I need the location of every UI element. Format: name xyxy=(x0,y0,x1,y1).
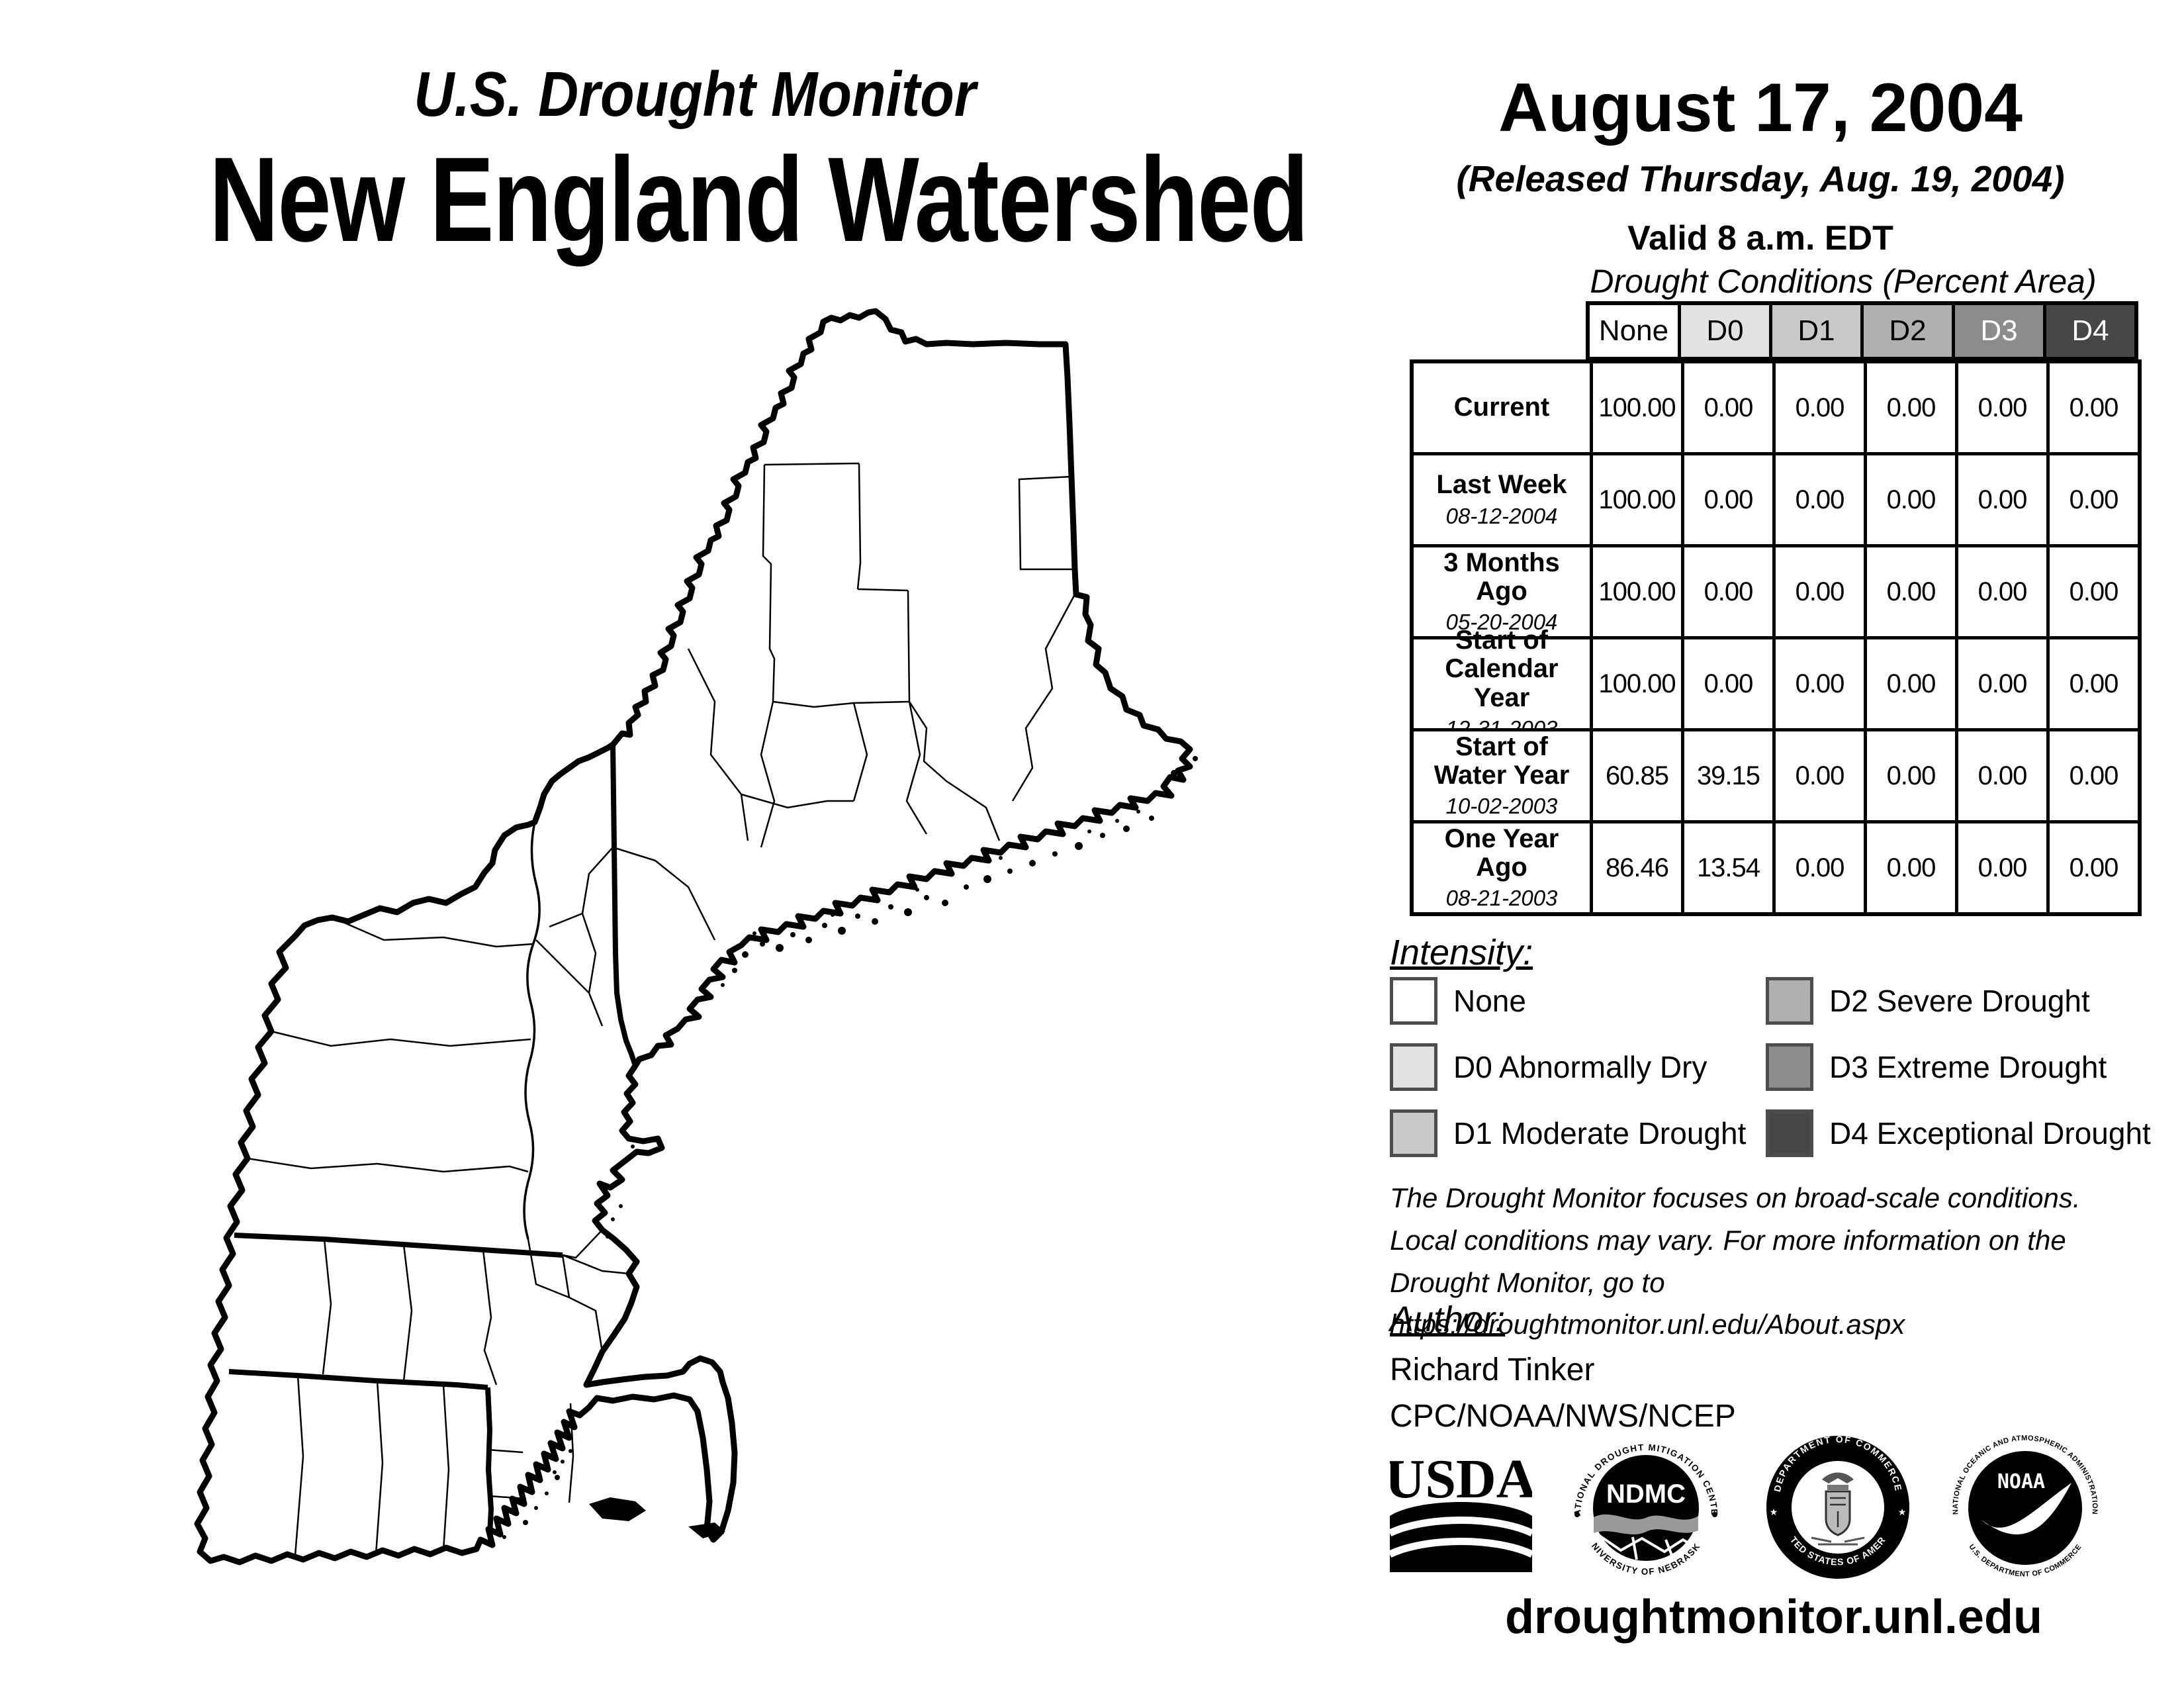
table-cell: 0.00 xyxy=(2050,547,2138,636)
row-label-3-months-ago: 3 Months Ago 05-20-2004 xyxy=(1414,547,1590,636)
table-cell: 0.00 xyxy=(1776,639,1864,728)
table-cell: 0.00 xyxy=(1867,547,1955,636)
disclaimer-note: The Drought Monitor focuses on broad-sca… xyxy=(1390,1177,2184,1346)
table-cell: 0.00 xyxy=(2050,455,2138,544)
valid-time: Valid 8 a.m. EDT xyxy=(1627,219,1893,258)
col-header-none: None xyxy=(1590,305,1678,357)
ndmc-logo: NATIONAL DROUGHT MITIGATION CENTER UNIVE… xyxy=(1572,1442,1719,1577)
legend-item-d0: D0 Abnormally Dry xyxy=(1390,1043,1766,1091)
footer-url: droughtmonitor.unl.edu xyxy=(1505,1591,2042,1644)
legend-item-d1: D1 Moderate Drought xyxy=(1390,1109,1766,1157)
table-header-row: None D0 D1 D2 D3 D4 xyxy=(1586,301,2138,361)
table-cell: 100.00 xyxy=(1593,363,1681,452)
marthas-vineyard xyxy=(589,1497,646,1521)
table-cell: 0.00 xyxy=(2050,731,2138,820)
table-cell: 100.00 xyxy=(1593,547,1681,636)
table-cell: 0.00 xyxy=(1776,731,1864,820)
state-border-nh-me xyxy=(610,744,638,1067)
new-england-watershed-map xyxy=(194,308,1198,1566)
author-name: Richard Tinker xyxy=(1390,1352,1595,1387)
legend-swatch-d0 xyxy=(1390,1043,1437,1091)
watershed-outline xyxy=(194,308,1193,1566)
table-cell: 60.85 xyxy=(1593,731,1681,820)
col-header-d3: D3 xyxy=(1955,305,2043,357)
table-body: Current 100.00 0.00 0.00 0.00 0.00 0.00 … xyxy=(1410,359,2142,916)
page-title: New England Watershed xyxy=(209,132,1309,267)
row-label-last-week: Last Week 08-12-2004 xyxy=(1414,455,1590,544)
table-cell: 100.00 xyxy=(1593,639,1681,728)
legend-swatch-d2 xyxy=(1766,977,1813,1025)
state-border-vt-nh xyxy=(523,821,541,1240)
row-label-start-water-year: Start of Water Year 10-02-2003 xyxy=(1414,731,1590,820)
doc-eagle-shield xyxy=(1811,1472,1865,1546)
legend-title: Intensity: xyxy=(1390,933,1533,972)
col-header-d1: D1 xyxy=(1772,305,1860,357)
table-cell: 13.54 xyxy=(1684,823,1772,912)
table-cell: 0.00 xyxy=(1776,363,1864,452)
legend-item-none: None xyxy=(1390,977,1766,1025)
table-cell: 0.00 xyxy=(1867,639,1955,728)
legend-swatch-d1 xyxy=(1390,1109,1437,1157)
table-cell: 0.00 xyxy=(1867,363,1955,452)
table-cell: 39.15 xyxy=(1684,731,1772,820)
table-cell: 0.00 xyxy=(2050,639,2138,728)
doc-star-left: ★ xyxy=(1770,1507,1778,1517)
table-cell: 0.00 xyxy=(1776,455,1864,544)
table-cell: 0.00 xyxy=(1684,363,1772,452)
map-date: August 17, 2004 xyxy=(1498,70,2023,146)
legend-swatch-none xyxy=(1390,977,1437,1025)
dept-of-commerce-seal: DEPARTMENT OF COMMERCE UNITED STATES OF … xyxy=(1766,1434,1909,1579)
table-cell: 0.00 xyxy=(1684,547,1772,636)
table-cell: 0.00 xyxy=(1958,731,2046,820)
coastal-islands xyxy=(502,756,1198,1539)
table-cell: 0.00 xyxy=(1958,823,2046,912)
table-cell: 0.00 xyxy=(2050,363,2138,452)
released-date: (Released Thursday, Aug. 19, 2004) xyxy=(1456,158,2065,199)
doc-star-right: ★ xyxy=(1898,1507,1907,1517)
legend-swatch-d4 xyxy=(1766,1109,1813,1157)
note-line-1: The Drought Monitor focuses on broad-sca… xyxy=(1390,1182,2081,1213)
row-label-one-year-ago: One Year Ago 08-21-2003 xyxy=(1414,823,1590,912)
intensity-legend: None D0 Abnormally Dry D1 Moderate Droug… xyxy=(1390,968,2184,1166)
usda-logo: USDA xyxy=(1390,1450,1532,1572)
subbasin-boundaries xyxy=(247,462,1076,1556)
noaa-logo: NATIONAL OCEANIC AND ATMOSPHERIC ADMINIS… xyxy=(1952,1434,2099,1579)
usda-logo-text: USDA xyxy=(1390,1450,1532,1510)
table-cell: 0.00 xyxy=(1958,455,2046,544)
table-cell: 0.00 xyxy=(1867,731,1955,820)
table-cell: 0.00 xyxy=(1958,639,2046,728)
table-cell: 100.00 xyxy=(1593,455,1681,544)
report-kicker: U.S. Drought Monitor xyxy=(414,59,976,130)
row-label-current: Current xyxy=(1414,363,1590,452)
state-border-ct-ri xyxy=(485,1387,494,1535)
table-cell: 0.00 xyxy=(1867,455,1955,544)
col-header-d2: D2 xyxy=(1864,305,1952,357)
col-header-d0: D0 xyxy=(1681,305,1769,357)
table-cell: 0.00 xyxy=(2050,823,2138,912)
legend-swatch-d3 xyxy=(1766,1043,1813,1091)
table-cell: 0.00 xyxy=(1776,823,1864,912)
ndmc-center-text: NDMC xyxy=(1606,1479,1686,1509)
table-cell: 0.00 xyxy=(1958,363,2046,452)
note-line-3: Drought Monitor, go to https://droughtmo… xyxy=(1390,1266,1905,1340)
noaa-center-text: NOAA xyxy=(1997,1470,2045,1493)
noaa-gull xyxy=(1981,1483,2071,1534)
table-cell: 0.00 xyxy=(1684,639,1772,728)
col-header-d4: D4 xyxy=(2046,305,2134,357)
author-org: CPC/NOAA/NWS/NCEP xyxy=(1390,1399,1736,1434)
table-cell: 0.00 xyxy=(1684,455,1772,544)
table-cell: 0.00 xyxy=(1958,547,2046,636)
row-label-start-calendar-year: Start of Calendar Year 12-31-2003 xyxy=(1414,626,1590,741)
author-heading: Author: xyxy=(1390,1299,1506,1339)
legend-item-d4: D4 Exceptional Drought xyxy=(1766,1109,2184,1157)
note-line-2: Local conditions may vary. For more info… xyxy=(1390,1224,2066,1256)
legend-item-d2: D2 Severe Drought xyxy=(1766,977,2184,1025)
table-title: Drought Conditions (Percent Area) xyxy=(1590,263,2097,300)
table-cell: 0.00 xyxy=(1776,547,1864,636)
table-cell: 86.46 xyxy=(1593,823,1681,912)
table-cell: 0.00 xyxy=(1867,823,1955,912)
legend-item-d3: D3 Extreme Drought xyxy=(1766,1043,2184,1091)
nantucket xyxy=(688,1523,725,1538)
